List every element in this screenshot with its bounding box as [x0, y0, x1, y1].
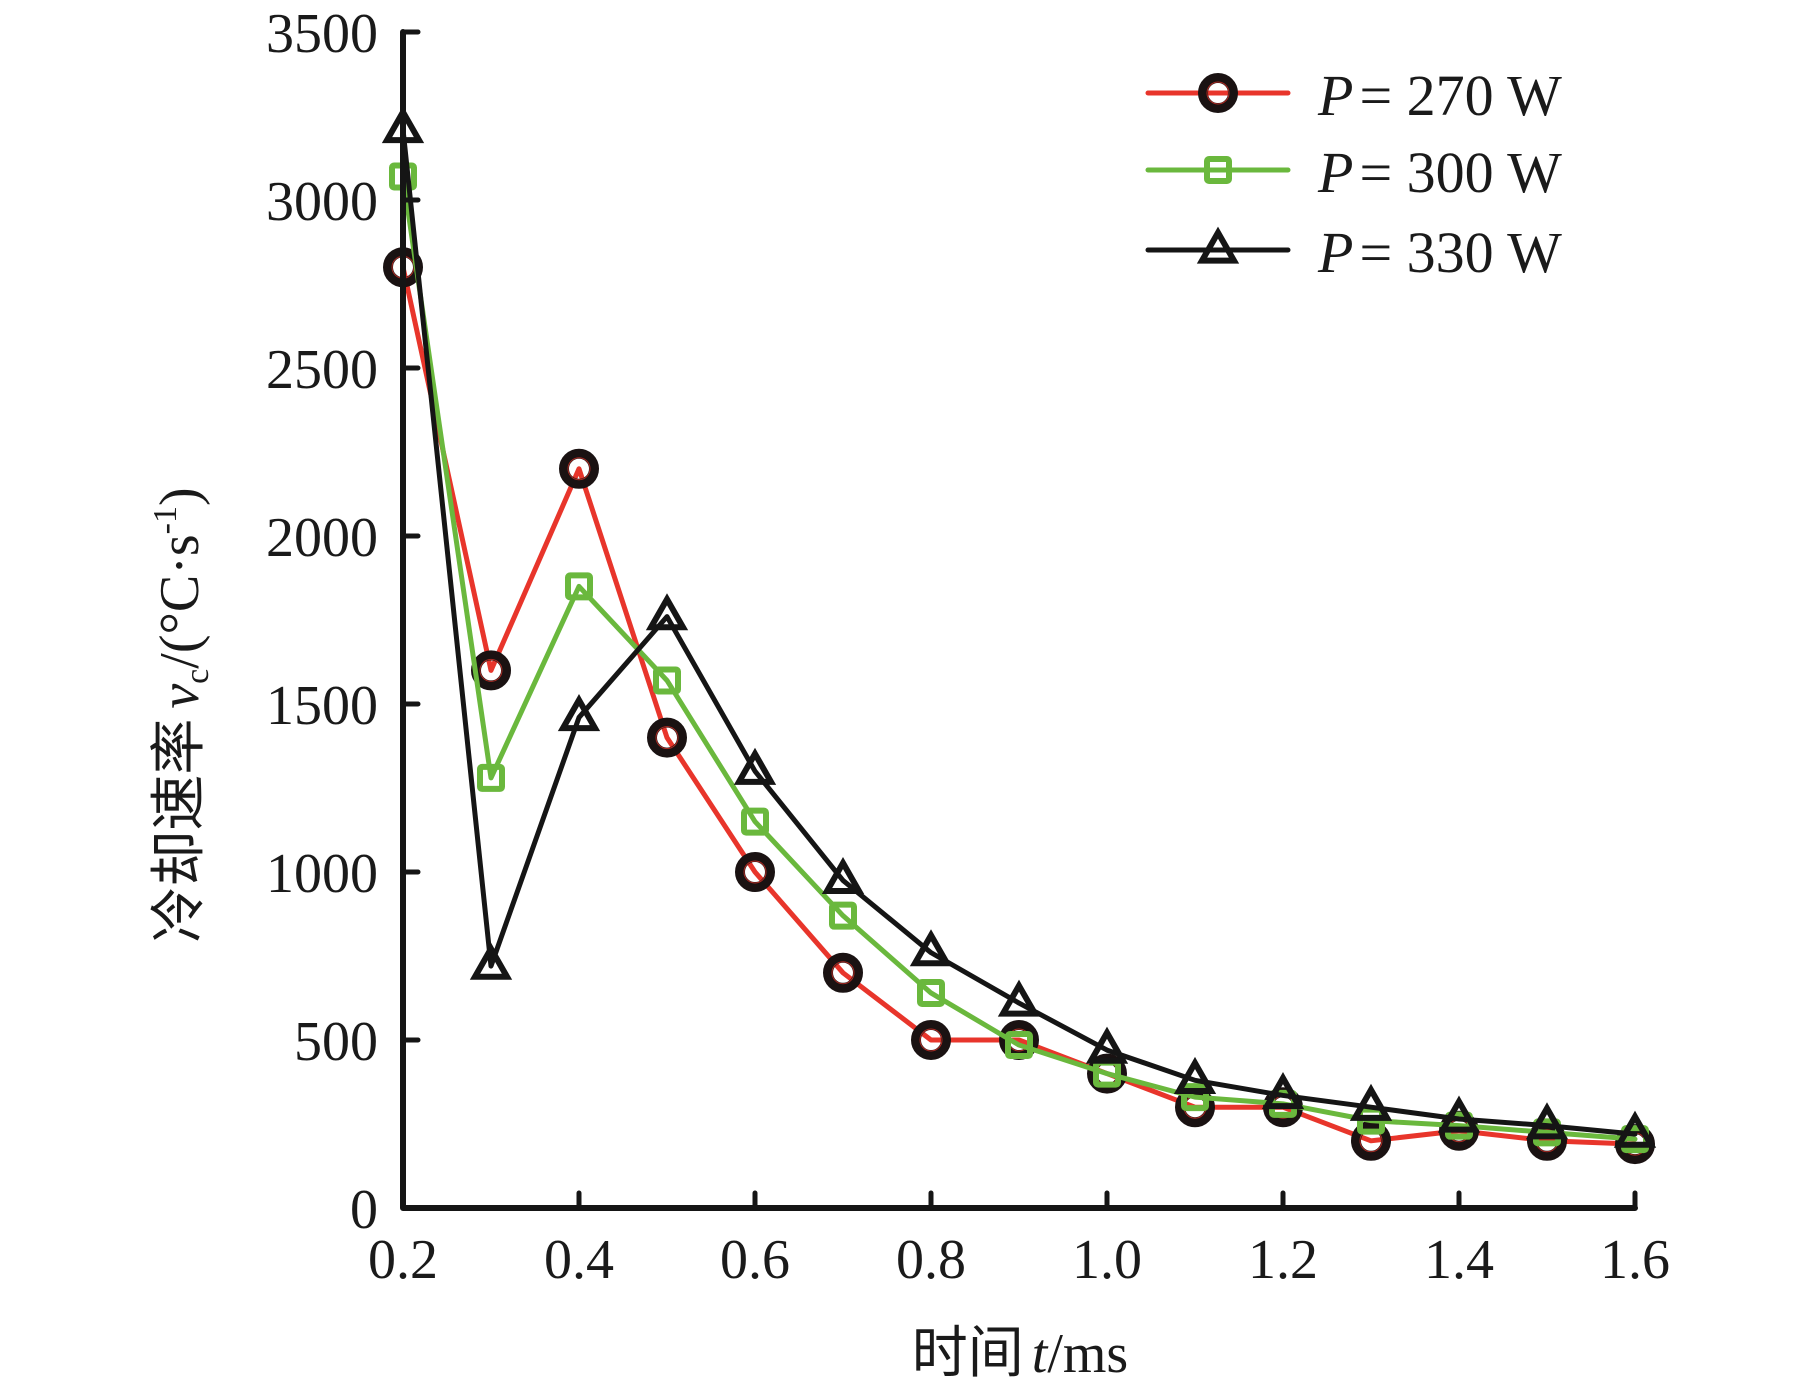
axes	[400, 29, 1638, 1211]
x-tick-label: 0.6	[720, 1229, 790, 1291]
data-point-circle	[559, 448, 599, 489]
legend-label: P = 270 W	[1317, 63, 1562, 128]
legend-value: = 300 W	[1359, 140, 1562, 205]
x-tick-label: 1.4	[1424, 1229, 1494, 1291]
legend-marker-triangle	[1196, 226, 1240, 264]
data-point-square	[1181, 1083, 1209, 1112]
data-point-square	[829, 901, 857, 930]
y-tick-label: 2500	[266, 339, 378, 401]
data-point-square	[477, 763, 505, 792]
legend-label: P = 330 W	[1317, 220, 1562, 285]
x-tick-label: 1.0	[1072, 1229, 1142, 1291]
x-tick-label: 0.8	[896, 1229, 966, 1291]
y-tick-label: 500	[294, 1011, 378, 1073]
legend: P = 270 WP = 300 WP = 330 W	[1145, 63, 1562, 285]
legend-item: P = 270 W	[1145, 63, 1562, 128]
x-axis-title: 时间 t/ms	[912, 1323, 1128, 1385]
data-point-triangle	[1525, 1102, 1569, 1140]
data-point-square	[653, 666, 681, 695]
x-axis-title-var: t	[1032, 1323, 1049, 1385]
legend-value: = 330 W	[1359, 220, 1562, 285]
x-tick-label: 1.6	[1600, 1229, 1670, 1291]
data-point-triangle	[1085, 1026, 1129, 1064]
y-axis-title-close: )	[149, 487, 211, 506]
y-tick-label: 3000	[266, 171, 378, 233]
y-axis-title-var: v	[149, 684, 211, 709]
y-axis-title: 冷却速率 vc/(°C·s-1)	[147, 487, 216, 942]
data-point-triangle	[1173, 1056, 1217, 1094]
y-tick-label: 1000	[266, 843, 378, 905]
series-triangle	[381, 106, 1657, 1148]
legend-marker-square	[1204, 156, 1232, 184]
x-axis-title-prefix: 时间	[912, 1323, 1024, 1385]
legend-var: P	[1317, 140, 1353, 205]
data-point-circle	[647, 717, 687, 758]
y-tick-label: 1500	[266, 675, 378, 737]
data-point-triangle	[1437, 1095, 1481, 1133]
series-layer	[381, 106, 1657, 1165]
series-line	[400, 173, 1638, 1142]
data-point-triangle	[557, 694, 601, 732]
legend-value: = 270 W	[1359, 63, 1562, 128]
y-tick-label: 3500	[266, 3, 378, 65]
y-tick-label: 2000	[266, 507, 378, 569]
data-point-square	[741, 807, 769, 836]
legend-var: P	[1317, 63, 1353, 128]
data-point-square	[917, 978, 945, 1007]
x-axis-title-unit: /ms	[1047, 1323, 1128, 1385]
data-point-triangle	[821, 856, 865, 895]
y-axis-title-sub: c	[179, 669, 216, 684]
data-point-triangle	[645, 593, 689, 631]
data-point-triangle	[469, 942, 513, 980]
data-point-circle	[911, 1020, 951, 1060]
y-axis-title-sup: -1	[147, 506, 184, 534]
data-point-square	[1005, 1031, 1033, 1060]
y-tick-label: 0	[350, 1179, 378, 1241]
legend-marker-circle	[1198, 73, 1238, 113]
series-line	[400, 264, 1638, 1147]
data-point-triangle	[1349, 1083, 1393, 1121]
data-point-triangle	[1613, 1110, 1657, 1148]
legend-label: P = 300 W	[1317, 140, 1562, 205]
data-point-circle	[735, 852, 775, 892]
legend-item: P = 300 W	[1145, 140, 1562, 205]
y-axis-title-prefix: 冷却速率	[149, 719, 211, 943]
data-point-triangle	[909, 929, 953, 967]
y-axis-title-unit: /(°C·s	[149, 534, 211, 668]
legend-var: P	[1317, 220, 1353, 285]
data-point-triangle	[733, 747, 777, 785]
data-point-circle	[823, 952, 863, 993]
x-tick-label: 1.2	[1248, 1229, 1318, 1291]
data-point-triangle	[1261, 1072, 1305, 1110]
data-point-triangle	[997, 979, 1041, 1017]
data-point-square	[565, 572, 593, 601]
series-line	[400, 126, 1638, 1137]
legend-item: P = 330 W	[1145, 220, 1562, 285]
x-tick-label: 0.2	[368, 1229, 438, 1291]
axis-lines	[400, 29, 1638, 1211]
x-tick-label: 0.4	[544, 1229, 614, 1291]
tick-labels: 0.2 0.4 0.6 0.8 1.0 1.2 1.4 1.6 0 500 1000 1500 2000…	[266, 3, 1670, 1291]
